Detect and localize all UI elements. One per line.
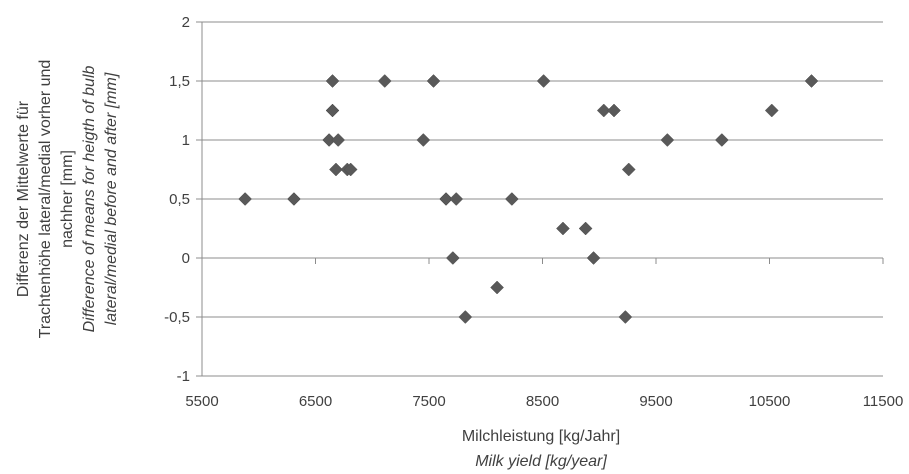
data-point — [660, 133, 675, 147]
y-axis-title-line-2: Trachtenhöhe lateral/medial vorher und — [37, 60, 54, 339]
data-point — [426, 74, 441, 88]
x-axis-title-english: Milk yield [kg/year] — [475, 453, 607, 470]
y-axis-title-english-line-2: lateral/medial before and after [mm] — [103, 72, 120, 325]
x-tick-label: 9500 — [639, 393, 672, 410]
y-axis-title-line-1: Differenz der Mittelwerte für — [15, 100, 32, 297]
data-point — [536, 74, 551, 88]
data-point — [621, 162, 636, 177]
data-point — [596, 103, 611, 118]
data-point — [578, 221, 593, 236]
x-tick-labels: 5500 6500 7500 8500 9500 10500 11500 — [185, 393, 903, 410]
data-point — [804, 74, 819, 88]
y-tick-label: 1 — [182, 132, 190, 149]
data-point — [287, 192, 301, 206]
data-point — [764, 103, 779, 118]
y-axis-title-english-line-1: Difference of means for heigth of bulb — [81, 65, 98, 332]
y-tick-label: 2 — [182, 14, 190, 31]
x-tick-label: 7500 — [412, 393, 445, 410]
data-point — [416, 133, 431, 147]
data-point — [329, 162, 343, 177]
data-point — [325, 74, 340, 88]
y-axis-title-line-3: nachher [mm] — [59, 150, 76, 248]
data-point — [343, 162, 358, 177]
x-tick-label: 5500 — [185, 393, 218, 410]
axes — [196, 21, 884, 377]
data-point — [556, 221, 570, 236]
data-point — [449, 192, 464, 206]
data-point — [458, 310, 473, 324]
data-point — [586, 251, 601, 265]
data-point — [490, 280, 504, 295]
data-point — [325, 103, 340, 118]
x-tick-label: 10500 — [749, 393, 791, 410]
data-point — [618, 310, 633, 324]
x-tick-label: 8500 — [526, 393, 559, 410]
y-axis-title: Differenz der Mittelwerte für Trachtenhö… — [15, 60, 120, 339]
y-tick-labels: -1 -0,5 0 0,5 1 1,5 2 — [164, 14, 190, 385]
y-tick-label: -0,5 — [164, 309, 190, 326]
data-point — [445, 251, 460, 265]
x-tick-label: 6500 — [299, 393, 332, 410]
gridlines — [202, 21, 883, 377]
data-point — [714, 133, 729, 147]
y-tick-label: -1 — [177, 368, 190, 385]
data-points — [238, 74, 819, 324]
y-tick-label: 0 — [182, 250, 190, 267]
data-point — [439, 192, 453, 206]
x-tick-label: 11500 — [863, 393, 904, 410]
data-point — [607, 103, 621, 118]
y-tick-label: 0,5 — [169, 191, 190, 208]
data-point — [238, 192, 252, 206]
data-point — [331, 133, 346, 147]
data-point — [377, 74, 392, 88]
x-axis-title: Milchleistung [kg/Jahr] — [462, 428, 620, 445]
data-point — [505, 192, 519, 206]
data-point — [322, 133, 336, 147]
y-tick-label: 1,5 — [169, 73, 190, 90]
